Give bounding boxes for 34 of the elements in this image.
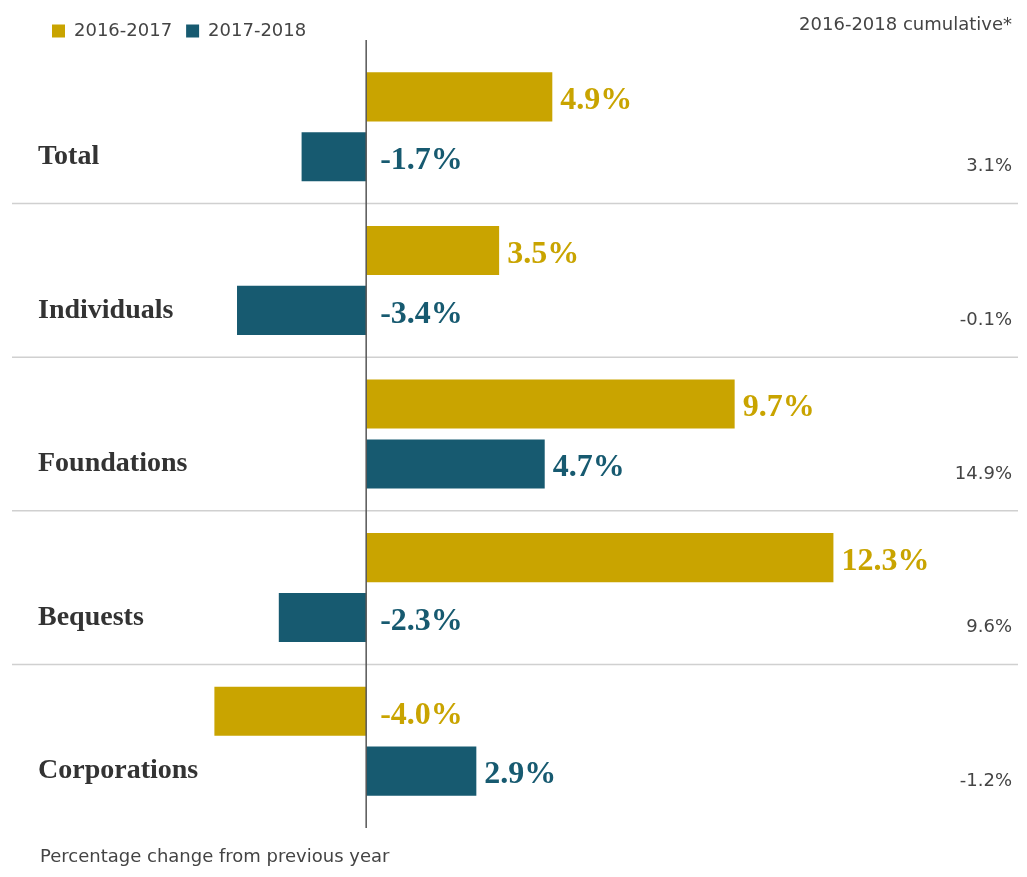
legend-label: 2017-2018 xyxy=(208,18,307,40)
data-label: 4.7% xyxy=(552,447,625,484)
data-label: 4.9% xyxy=(560,80,633,117)
x-axis-title: Percentage change from previous year xyxy=(40,844,390,866)
data-label: 9.7% xyxy=(742,387,815,424)
bar xyxy=(366,225,500,276)
data-label: -4.0% xyxy=(380,694,463,731)
bar xyxy=(237,285,367,335)
y-tick-label: Bequests xyxy=(38,599,144,631)
y-tick-label: Foundations xyxy=(38,446,188,478)
bar xyxy=(278,592,367,643)
text: -0.1% xyxy=(959,308,1012,330)
bar xyxy=(366,439,545,489)
bar xyxy=(301,132,367,182)
data-label: -1.7% xyxy=(380,140,463,177)
data-label: -2.3% xyxy=(380,600,463,637)
text: 9.6% xyxy=(966,615,1012,637)
bar xyxy=(366,533,834,583)
legend-label: 2016-2017 xyxy=(74,18,173,40)
data-label: -3.4% xyxy=(380,293,463,330)
data-label: 2.9% xyxy=(484,754,557,791)
y-tick-label: Total xyxy=(38,139,100,171)
y-tick-label: Corporations xyxy=(38,753,199,785)
text: 3.1% xyxy=(966,154,1012,176)
data-label: 12.3% xyxy=(841,540,930,577)
bar xyxy=(366,72,553,122)
y-tick-label: Individuals xyxy=(38,292,174,324)
bar xyxy=(214,686,367,736)
data-label: 3.5% xyxy=(507,233,580,270)
text: -1.2% xyxy=(959,768,1012,790)
text: 2016-2018 cumulative* xyxy=(799,12,1012,34)
bar xyxy=(366,746,477,796)
text: 14.9% xyxy=(954,461,1012,483)
bar xyxy=(366,379,735,429)
